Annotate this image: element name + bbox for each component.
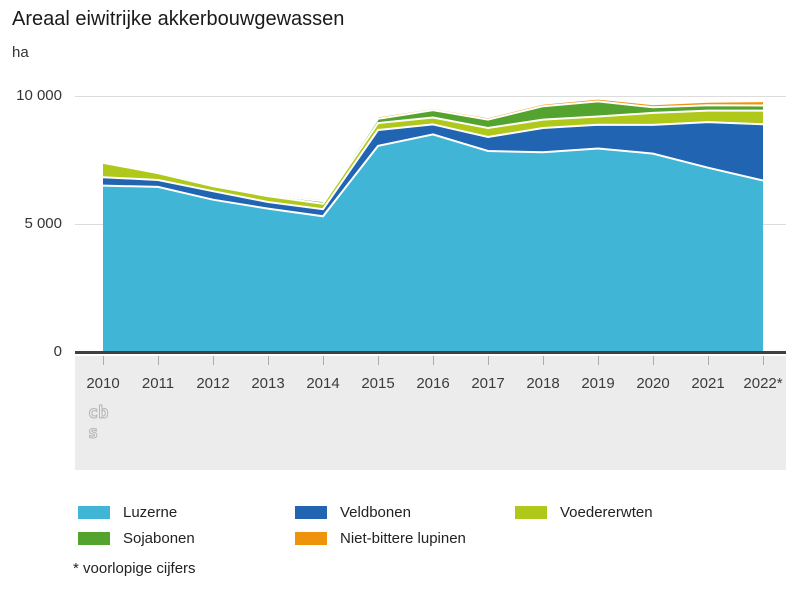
legend-label-luzerne: Luzerne: [123, 504, 178, 521]
series-area-voedererwten: [103, 110, 763, 210]
x-tick-mark-2012: [213, 356, 214, 365]
series-separator-0: [102, 133, 764, 218]
x-axis-line: [75, 351, 786, 354]
x-tick-label-2011: 2011: [141, 375, 175, 392]
x-tick-mark-2019: [598, 356, 599, 365]
x-tick-mark-2016: [433, 356, 434, 365]
series-separator-1: [102, 121, 764, 211]
legend-swatch-voedererwten: [515, 506, 547, 519]
x-tick-mark-2017: [488, 356, 489, 365]
stacked-area-chart[interactable]: [75, 90, 786, 354]
legend-label-niet-bittere-lupinen: Niet-bittere lupinen: [340, 530, 466, 547]
x-tick-label-2020: 2020: [636, 375, 670, 392]
legend-label-sojabonen: Sojabonen: [123, 530, 195, 547]
page-title: Areaal eiwitrijke akkerbouwgewassen: [12, 8, 345, 30]
legend-label-veldbonen: Veldbonen: [340, 504, 411, 521]
series-area-luzerne: [103, 134, 763, 352]
legend-item-veldbonen[interactable]: Veldbonen: [295, 504, 411, 521]
legend-item-niet-bittere-lupinen[interactable]: Niet-bittere lupinen: [295, 530, 466, 547]
x-tick-label-2018: 2018: [526, 375, 560, 392]
legend-swatch-sojabonen: [78, 532, 110, 545]
x-tick-label-2019: 2019: [581, 375, 615, 392]
footnote: * voorlopige cijfers: [73, 560, 196, 577]
gridline-10000: [75, 96, 786, 97]
x-tick-mark-2020: [653, 356, 654, 365]
x-tick-mark-2018: [543, 356, 544, 365]
legend-item-voedererwten[interactable]: Voedererwten: [515, 504, 653, 521]
x-axis-band: cb s 2010 2011 2012 2013 2014 2015 2016 2017 201…: [75, 356, 786, 470]
legend-swatch-niet-bittere-lupinen: [295, 532, 327, 545]
x-tick-mark-2015: [378, 356, 379, 365]
legend-item-sojabonen[interactable]: Sojabonen: [78, 530, 195, 547]
svg-text:s: s: [88, 423, 98, 443]
x-tick-mark-2014: [323, 356, 324, 365]
y-axis-unit-label: ha: [12, 44, 29, 61]
y-tick-label-10000: 10 000: [16, 87, 62, 104]
x-tick-label-2013: 2013: [251, 375, 285, 392]
y-tick-label-5000: 5 000: [24, 215, 62, 232]
x-tick-mark-2011: [158, 356, 159, 365]
svg-text:cb: cb: [88, 403, 108, 423]
x-tick-label-2010: 2010: [86, 375, 120, 392]
legend-item-luzerne[interactable]: Luzerne: [78, 504, 177, 521]
series-area-veldbonen: [103, 122, 763, 217]
legend-swatch-luzerne: [78, 506, 110, 519]
x-tick-label-2022: 2022*: [743, 375, 783, 392]
legend-swatch-veldbonen: [295, 506, 327, 519]
cbs-logo-icon: cb s: [88, 403, 109, 444]
y-tick-label-0: 0: [53, 343, 62, 360]
x-tick-mark-2022: [763, 356, 764, 365]
x-tick-label-2014: 2014: [306, 375, 340, 392]
legend-label-voedererwten: Voedererwten: [560, 504, 653, 521]
series-separator-3: [102, 100, 764, 203]
x-tick-mark-2013: [268, 356, 269, 365]
x-tick-label-2015: 2015: [361, 375, 395, 392]
x-tick-label-2012: 2012: [196, 375, 230, 392]
x-tick-mark-2021: [708, 356, 709, 365]
x-tick-label-2016: 2016: [416, 375, 450, 392]
x-tick-mark-2010: [103, 356, 104, 365]
x-tick-label-2021: 2021: [691, 375, 725, 392]
x-tick-label-2017: 2017: [471, 375, 505, 392]
